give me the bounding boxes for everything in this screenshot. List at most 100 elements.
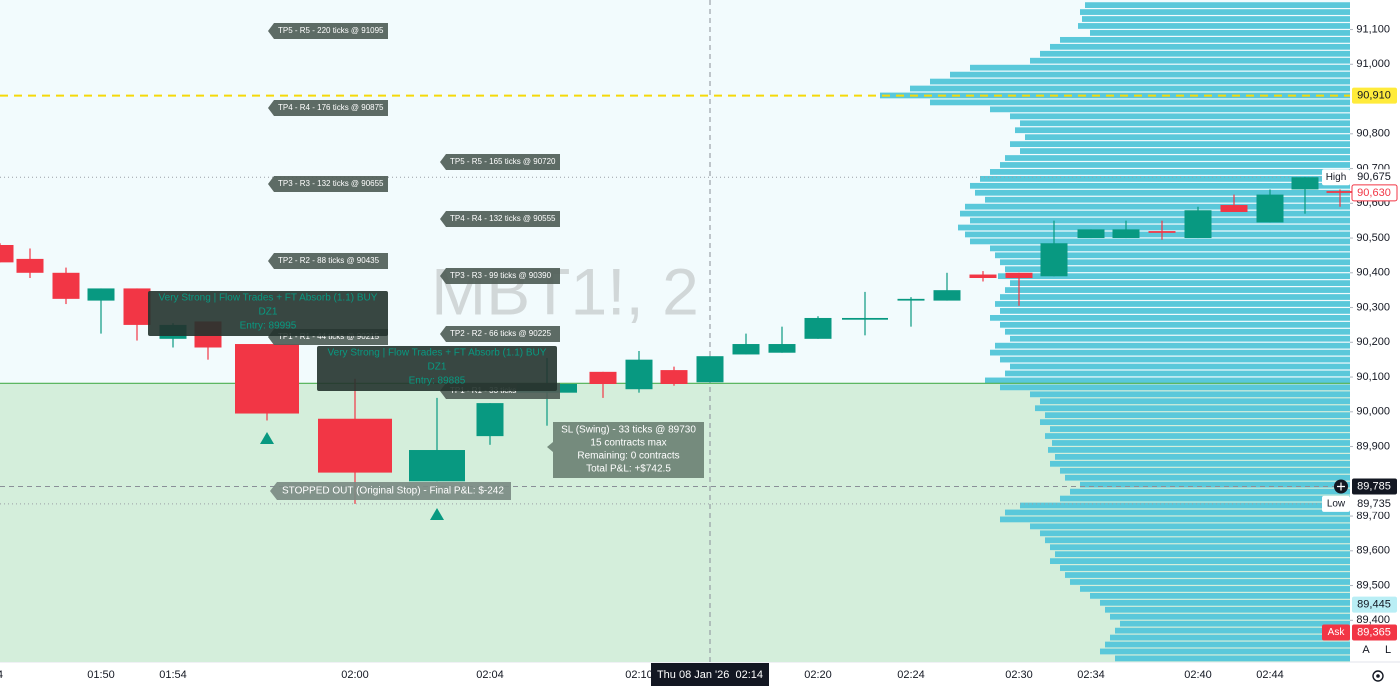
volume-profile-bar	[1115, 655, 1350, 662]
axis-button[interactable]: L	[1385, 644, 1391, 656]
annotation-box	[268, 23, 388, 39]
volume-profile-bar	[980, 175, 1350, 182]
annotation-box	[268, 176, 388, 192]
volume-profile-bar	[1030, 57, 1350, 64]
volume-profile-bar	[1060, 467, 1350, 474]
candle-body	[235, 344, 299, 414]
volume-profile-bar	[880, 92, 1350, 99]
volume-profile-bar	[1055, 453, 1350, 460]
candle-body	[696, 356, 724, 383]
annotation-box	[440, 154, 560, 170]
volume-profile-bar	[1010, 280, 1350, 286]
volume-profile-bar	[1010, 141, 1350, 147]
volume-profile-bar	[1105, 606, 1350, 613]
candle-body	[933, 290, 961, 301]
annotation: TP5 - R5 - 165 ticks @ 90720	[440, 154, 560, 170]
volume-profile-bar	[1065, 572, 1350, 578]
volume-profile-bar	[1040, 398, 1350, 405]
annotation: Very Strong | Flow Trades + FT Absorb (1…	[317, 346, 557, 391]
volume-profile-bar	[1085, 2, 1350, 8]
y-tick-label: 90,800	[1356, 128, 1390, 140]
annotation-box	[547, 422, 704, 478]
volume-profile-bar	[1005, 155, 1350, 161]
candle-body	[409, 450, 465, 482]
annotation-text: Entry: 89995	[240, 321, 297, 332]
y-tick-label: 90,100	[1356, 371, 1390, 383]
volume-profile-bar	[1000, 308, 1350, 314]
volume-profile-bar	[930, 78, 1350, 85]
price-badge	[1352, 596, 1397, 613]
x-tick-label: 02:30	[1005, 669, 1033, 681]
crosshair-add-icon	[1337, 482, 1345, 491]
volume-profile-bar	[990, 169, 1350, 175]
volume-profile-bar	[1055, 551, 1350, 558]
volume-profile-bar	[1048, 447, 1350, 453]
watermark: MBT1!, 2	[431, 254, 699, 328]
price-badge-label: 90,630	[1357, 187, 1391, 199]
price-badge-label: 89,445	[1357, 599, 1391, 611]
volume-profile-bar	[1005, 287, 1350, 293]
candle-body	[660, 370, 688, 384]
candle-body	[969, 274, 997, 279]
volume-profile-bar	[950, 71, 1350, 78]
volume-profile-bar	[1010, 113, 1350, 120]
price-badge	[1352, 478, 1397, 495]
volume-profile-bar	[970, 182, 1350, 189]
annotation-box	[440, 268, 560, 284]
y-tick-label: 90,400	[1356, 267, 1390, 279]
volume-profile-bar	[985, 196, 1350, 203]
volume-profile-bar	[1080, 481, 1350, 488]
volume-profile-bar	[1040, 419, 1350, 425]
candle-body	[1112, 229, 1140, 239]
annotation: TP2 - R2 - 88 ticks @ 90435	[268, 253, 388, 269]
candle-body	[1184, 210, 1212, 239]
volume-profile-bar	[1050, 426, 1350, 432]
price-tag-box	[1322, 169, 1350, 186]
volume-profile-bar	[965, 231, 1350, 238]
candle-body	[476, 403, 504, 437]
annotation-box	[268, 253, 388, 269]
volume-profile-bar	[1045, 412, 1350, 419]
annotation-box	[268, 100, 388, 116]
volume-profile-bar	[1115, 627, 1350, 634]
annotation-box	[270, 482, 511, 500]
volume-profile-bar	[1005, 509, 1350, 516]
volume-profile-bar	[1045, 433, 1350, 439]
candle-body	[732, 344, 760, 355]
volume-profile-bar	[1025, 134, 1350, 141]
annotation-box	[317, 346, 557, 391]
annotation-text: DZ1	[259, 307, 278, 318]
volume-profile-bar	[1030, 523, 1350, 530]
price-badge-label: 90,910	[1357, 89, 1391, 101]
settings-button[interactable]	[1372, 670, 1384, 682]
price-badge-label: 89,735	[1357, 498, 1391, 510]
volume-profile-bar	[995, 301, 1350, 307]
annotation: TP3 - R3 - 132 ticks @ 90655	[268, 176, 388, 192]
candle-body	[589, 371, 617, 384]
volume-profile-bar	[1060, 36, 1350, 43]
price-tag: Low	[1327, 499, 1346, 510]
volume-profile-bar	[970, 64, 1350, 71]
axis-button[interactable]: A	[1362, 644, 1370, 656]
annotation: TP4 - R4 - 176 ticks @ 90875	[268, 100, 388, 116]
volume-profile-bar	[975, 189, 1350, 196]
x-tick-label: 02:10	[625, 669, 653, 681]
annotation-text: TP5 - R5 - 165 ticks @ 90720	[450, 157, 556, 166]
annotation-text: TP3 - R3 - 99 ticks @ 90390	[450, 271, 552, 280]
volume-profile-bar	[990, 314, 1350, 321]
x-tick-label: 02:24	[897, 669, 925, 681]
volume-profile-bar	[995, 252, 1350, 259]
annotation-text: STOPPED OUT (Original Stop) - Final P&L:…	[282, 486, 504, 497]
volume-profile-bar	[995, 342, 1350, 349]
candle-body	[0, 244, 14, 263]
candle-body	[87, 288, 115, 301]
volume-profile-bar	[1065, 474, 1350, 481]
annotation-text: TP5 - R5 - 220 ticks @ 91095	[278, 26, 384, 35]
candle-body	[1077, 229, 1105, 239]
buy-marker	[260, 432, 274, 444]
x-tick-label: 02:20	[804, 669, 832, 681]
volume-profile-bar	[1052, 440, 1350, 446]
annotation-text: TP2 - R2 - 88 ticks @ 90435	[278, 256, 380, 265]
annotation: TP3 - R3 - 99 ticks @ 90390	[440, 268, 560, 284]
